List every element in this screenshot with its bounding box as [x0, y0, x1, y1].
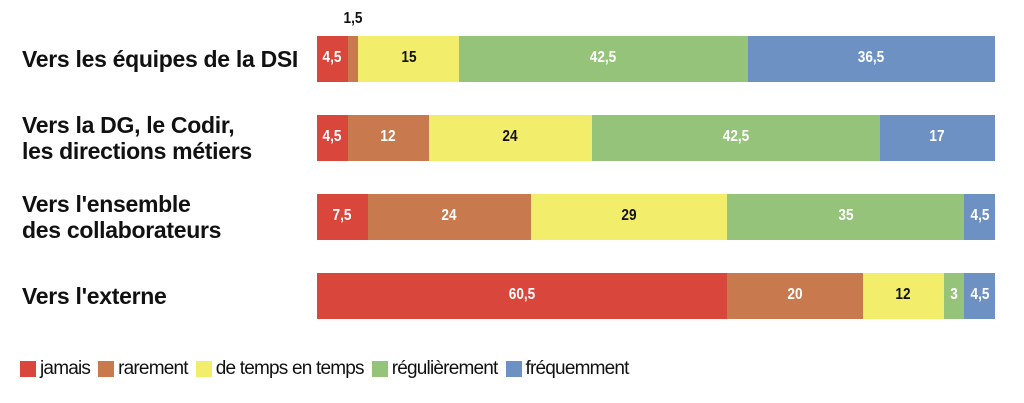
value-label: 42,5: [590, 49, 617, 66]
value-label: 24: [441, 207, 457, 224]
value-label: 4,5: [322, 128, 342, 145]
legend-label: jamais: [40, 358, 91, 379]
category-label: Vers la DG, le Codir, les directions mét…: [22, 112, 252, 164]
value-label: 3: [950, 286, 959, 303]
value-label: 12: [380, 128, 396, 145]
value-label: 17: [929, 128, 945, 145]
legend-swatch: [20, 361, 36, 377]
legend: jamais rarement de temps en temps régulière…: [20, 358, 637, 380]
bar-segment: [317, 194, 368, 240]
category-label: Vers les équipes de la DSI: [22, 46, 299, 72]
legend-swatch: [371, 361, 388, 377]
legend-item: rarement: [98, 358, 189, 380]
bar-segment: [879, 115, 995, 161]
category-label: Vers l'ensemble des collaborateurs: [22, 191, 222, 243]
bar-segment: [964, 273, 995, 319]
bar-segment: [862, 273, 945, 319]
bar-segment: [944, 273, 965, 319]
bar-segment: [367, 194, 531, 240]
value-label: 1,5: [343, 10, 363, 27]
bar-segment: [747, 36, 995, 82]
value-label: 60,5: [508, 286, 536, 303]
value-label: 4,5: [970, 207, 990, 224]
legend-item: fréquemment: [505, 358, 630, 380]
value-label: 7,5: [332, 207, 352, 224]
bar-segment: [317, 273, 728, 319]
value-label: 42,5: [722, 128, 749, 145]
bar-segment: [530, 194, 728, 240]
value-label: 15: [400, 49, 417, 66]
legend-item: jamais: [20, 358, 91, 380]
legend-item: régulièrement: [371, 358, 499, 380]
value-label: 4,5: [322, 49, 342, 66]
legend-label: de temps en temps: [215, 358, 365, 379]
value-label: 29: [621, 207, 637, 224]
bar-segment: [727, 194, 965, 240]
bar-segment: [357, 36, 460, 82]
legend-item: de temps en temps: [195, 358, 365, 380]
value-label: 36,5: [858, 49, 885, 66]
legend-swatch: [98, 361, 115, 377]
legend-swatch: [195, 361, 212, 377]
legend-label: fréquemment: [525, 358, 630, 379]
legend-swatch: [505, 361, 522, 377]
bar-segment: [727, 273, 863, 319]
category-label: Vers l'externe: [22, 283, 167, 309]
bar-segment: [317, 115, 348, 161]
legend-label: rarement: [118, 358, 188, 379]
value-label: 20: [787, 286, 803, 303]
value-label: 12: [895, 286, 912, 303]
legend-label: régulièrement: [391, 358, 499, 379]
bar-segment: [347, 36, 358, 82]
value-label: 35: [838, 207, 854, 224]
bar-segment: [459, 36, 748, 82]
bar-segment: [591, 115, 880, 161]
value-label: 4,5: [970, 286, 990, 303]
value-label: 24: [502, 128, 518, 145]
bar-segment: [964, 194, 995, 240]
bar-segment: [428, 115, 592, 161]
bar-segment: [347, 115, 429, 161]
bar-segment: [317, 36, 348, 82]
